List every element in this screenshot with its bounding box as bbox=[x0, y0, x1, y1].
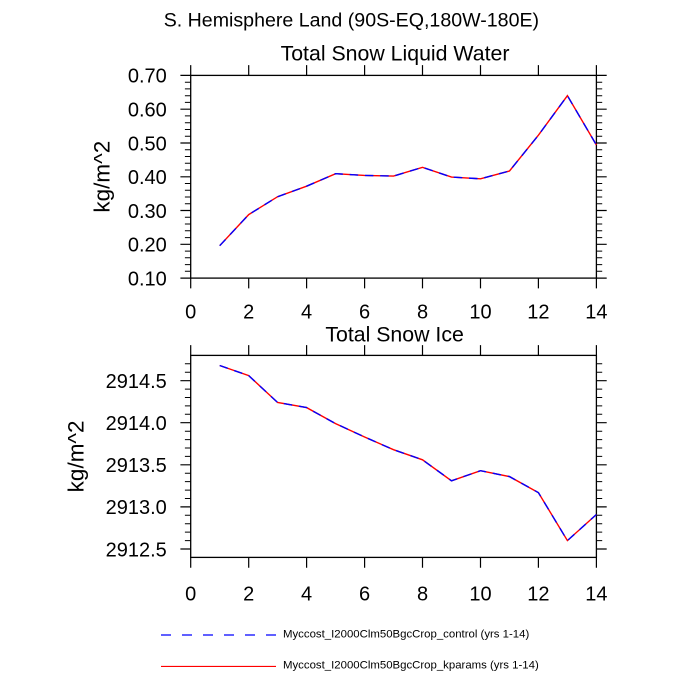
svg-text:4: 4 bbox=[301, 302, 312, 324]
svg-text:0.70: 0.70 bbox=[128, 66, 167, 88]
svg-text:12: 12 bbox=[527, 583, 549, 605]
svg-text:2914.0: 2914.0 bbox=[106, 413, 167, 435]
svg-text:S. Hemisphere Land (90S-EQ,180: S. Hemisphere Land (90S-EQ,180W-180E) bbox=[164, 10, 539, 32]
svg-text:Myccost_I2000Clm50BgcCrop_cont: Myccost_I2000Clm50BgcCrop_control (yrs 1… bbox=[283, 629, 529, 641]
svg-text:2912.5: 2912.5 bbox=[106, 539, 167, 561]
svg-text:12: 12 bbox=[527, 302, 549, 324]
svg-text:0: 0 bbox=[185, 583, 196, 605]
svg-text:kg/m^2: kg/m^2 bbox=[89, 141, 114, 213]
svg-text:2: 2 bbox=[243, 302, 254, 324]
svg-text:kg/m^2: kg/m^2 bbox=[63, 420, 88, 492]
svg-text:8: 8 bbox=[417, 583, 428, 605]
svg-text:Total Snow Liquid Water: Total Snow Liquid Water bbox=[281, 42, 510, 66]
svg-text:0.50: 0.50 bbox=[128, 133, 167, 155]
svg-text:2913.5: 2913.5 bbox=[106, 455, 167, 477]
svg-text:6: 6 bbox=[359, 302, 370, 324]
svg-text:8: 8 bbox=[417, 302, 428, 324]
svg-text:14: 14 bbox=[585, 583, 607, 605]
svg-text:6: 6 bbox=[359, 583, 370, 605]
svg-text:10: 10 bbox=[469, 302, 491, 324]
svg-text:0.40: 0.40 bbox=[128, 167, 167, 189]
svg-text:Total Snow Ice: Total Snow Ice bbox=[325, 323, 464, 347]
svg-text:2914.5: 2914.5 bbox=[106, 371, 167, 393]
svg-text:2913.0: 2913.0 bbox=[106, 497, 167, 519]
svg-text:0.10: 0.10 bbox=[128, 268, 167, 290]
svg-text:0.20: 0.20 bbox=[128, 235, 167, 257]
svg-text:0.60: 0.60 bbox=[128, 100, 167, 122]
svg-text:0.30: 0.30 bbox=[128, 201, 167, 223]
svg-text:Myccost_I2000Clm50BgcCrop_kpar: Myccost_I2000Clm50BgcCrop_kparams (yrs 1… bbox=[283, 659, 539, 671]
svg-text:10: 10 bbox=[469, 583, 491, 605]
svg-text:14: 14 bbox=[585, 302, 607, 324]
svg-text:2: 2 bbox=[243, 583, 254, 605]
svg-text:0: 0 bbox=[185, 302, 196, 324]
svg-text:4: 4 bbox=[301, 583, 312, 605]
